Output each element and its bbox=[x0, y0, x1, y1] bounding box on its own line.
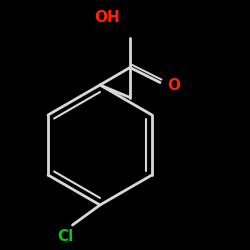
Text: Cl: Cl bbox=[57, 229, 73, 244]
Text: O: O bbox=[168, 78, 180, 92]
Text: OH: OH bbox=[94, 10, 120, 25]
